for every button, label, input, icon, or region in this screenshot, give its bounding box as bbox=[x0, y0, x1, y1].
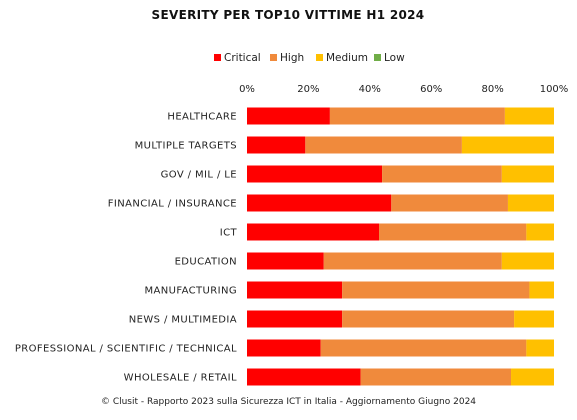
bar-critical bbox=[247, 107, 330, 125]
stacked-bar-chart: SEVERITY PER TOP10 VITTIME H1 2024 Criti… bbox=[15, 8, 568, 386]
bar-high bbox=[342, 310, 515, 328]
bar-high bbox=[323, 252, 502, 270]
x-tick-label: 80% bbox=[481, 84, 503, 95]
bar-critical bbox=[247, 339, 321, 357]
footer-credit: © Clusit - Rapporto 2023 sulla Sicurezza… bbox=[100, 397, 477, 407]
category-label: NEWS / MULTIMEDIA bbox=[129, 315, 237, 326]
bar-critical bbox=[247, 223, 380, 241]
bar-critical bbox=[247, 194, 392, 212]
category-label: ICT bbox=[220, 228, 238, 239]
category-label: MANUFACTURING bbox=[144, 286, 237, 297]
x-tick-label: 0% bbox=[239, 84, 255, 95]
legend-label-low: Low bbox=[384, 52, 405, 64]
bar-medium bbox=[514, 310, 554, 328]
legend: Critical High Medium Low bbox=[214, 52, 405, 64]
bar-medium bbox=[461, 136, 554, 154]
legend-label-critical: Critical bbox=[224, 52, 261, 64]
bar-critical bbox=[247, 368, 361, 386]
bar-medium bbox=[529, 281, 554, 299]
x-tick-label: 100% bbox=[540, 84, 569, 95]
category-label: GOV / MIL / LE bbox=[161, 170, 237, 181]
category-label: WHOLESALE / RETAIL bbox=[124, 373, 237, 384]
x-axis-ticks: 0% 20% 40% 60% 80% 100% bbox=[239, 84, 568, 95]
legend-label-high: High bbox=[280, 52, 304, 64]
bar-high bbox=[360, 368, 512, 386]
category-label: MULTIPLE TARGETS bbox=[135, 141, 237, 152]
bar-medium bbox=[504, 107, 554, 125]
bar-medium bbox=[501, 165, 554, 183]
bar-critical bbox=[247, 165, 383, 183]
bar-medium bbox=[507, 194, 554, 212]
x-tick-label: 60% bbox=[420, 84, 442, 95]
legend-swatch-medium bbox=[316, 54, 323, 61]
category-label: PROFESSIONAL / SCIENTIFIC / TECHNICAL bbox=[15, 344, 237, 355]
bar-high bbox=[382, 165, 502, 183]
category-label: HEALTHCARE bbox=[167, 112, 237, 123]
bar-high bbox=[305, 136, 462, 154]
bar-medium bbox=[511, 368, 554, 386]
bar-medium bbox=[501, 252, 554, 270]
bars bbox=[247, 107, 554, 386]
category-labels: HEALTHCARE MULTIPLE TARGETS GOV / MIL / LE… bbox=[15, 112, 238, 384]
bar-medium bbox=[526, 223, 554, 241]
x-tick-label: 40% bbox=[359, 84, 381, 95]
bar-critical bbox=[247, 310, 343, 328]
bar-medium bbox=[526, 339, 554, 357]
bar-critical bbox=[247, 136, 306, 154]
bar-high bbox=[391, 194, 508, 212]
bar-critical bbox=[247, 252, 324, 270]
chart-title: SEVERITY PER TOP10 VITTIME H1 2024 bbox=[152, 8, 425, 22]
x-tick-label: 20% bbox=[297, 84, 319, 95]
legend-swatch-critical bbox=[214, 54, 221, 61]
category-label: EDUCATION bbox=[175, 257, 237, 268]
category-label: FINANCIAL / INSURANCE bbox=[108, 199, 237, 210]
legend-swatch-high bbox=[270, 54, 277, 61]
bar-high bbox=[342, 281, 530, 299]
bar-critical bbox=[247, 281, 343, 299]
bar-high bbox=[379, 223, 527, 241]
bar-high bbox=[329, 107, 505, 125]
legend-label-medium: Medium bbox=[326, 52, 368, 64]
bar-high bbox=[320, 339, 527, 357]
legend-swatch-low bbox=[374, 54, 381, 61]
